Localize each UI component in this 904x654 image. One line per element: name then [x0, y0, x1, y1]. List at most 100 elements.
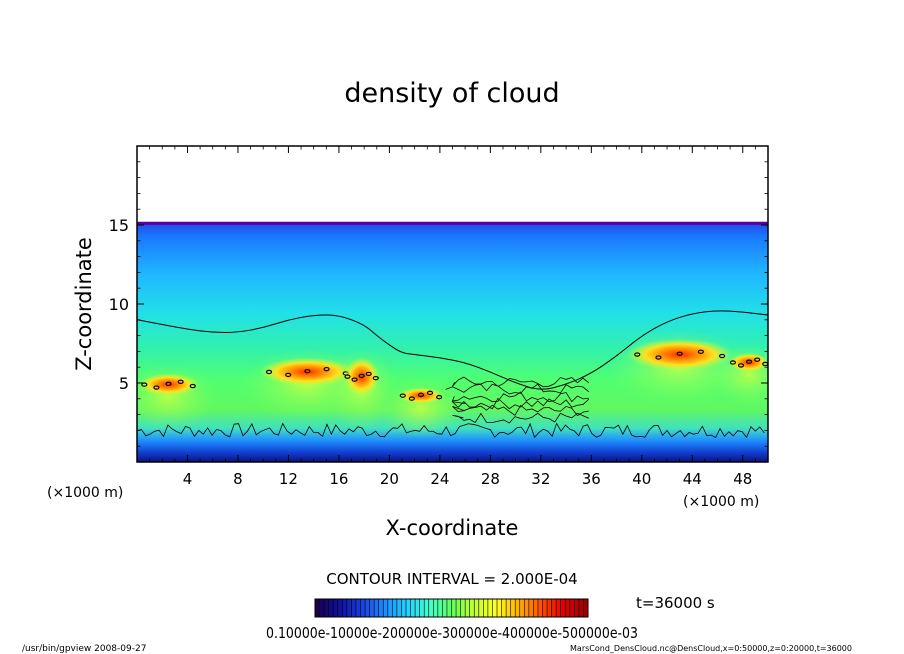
cell-contour-4-3 [697, 349, 704, 354]
colorbar-swatch-3 [328, 599, 334, 617]
cell-contour-4-0 [634, 352, 641, 357]
colorbar-swatch-46 [524, 599, 530, 617]
colorbar-swatch-10 [360, 599, 366, 617]
z-unit-label: (×1000 m) [47, 485, 123, 501]
colorbar-swatch-50 [542, 599, 548, 617]
cell-4 [626, 338, 733, 371]
colorbar-swatch-1 [319, 599, 325, 617]
cell-contour-3-4 [436, 394, 443, 400]
boundary-contours [137, 376, 765, 439]
colorbar-swatch-35 [474, 599, 480, 617]
colorbar-swatch-56 [569, 599, 575, 617]
cell-contour-1-2 [304, 368, 311, 374]
colorbar-swatch-16 [387, 599, 393, 617]
x-tick-label-5: 24 [430, 470, 449, 488]
cell-contour-3-3 [426, 390, 434, 396]
colorbar-swatch-41 [501, 599, 507, 617]
x-tick-label-4: 20 [380, 470, 399, 488]
cell-contour-0-3 [177, 379, 184, 385]
x-tick-label-7: 32 [531, 470, 550, 488]
colorbar-swatch-6 [342, 599, 348, 617]
colorbar-swatch-27 [437, 599, 443, 617]
colorbar-swatch-24 [424, 599, 430, 617]
chart-title: density of cloud [344, 78, 559, 109]
x-tick-label-6: 28 [481, 470, 500, 488]
cell-contour-0-0 [141, 382, 148, 387]
colorbar-swatch-44 [515, 599, 521, 617]
footer-left: /usr/bin/gpview 2008-09-27 [22, 644, 146, 654]
cloud-top-band [137, 221, 768, 225]
colorbar-swatch-9 [355, 599, 361, 617]
x-tick-label-0: 4 [183, 470, 193, 488]
colorbar-swatch-20 [406, 599, 412, 617]
colorbar-swatch-53 [556, 599, 562, 617]
colorbar-swatch-32 [460, 599, 466, 617]
colorbar-swatch-18 [396, 599, 402, 617]
colorbar-swatch-40 [497, 599, 503, 617]
x-axis-label: X-coordinate [386, 516, 519, 540]
colorbar-swatch-55 [565, 599, 571, 617]
colorbar-swatch-49 [537, 599, 543, 617]
y-axis-ticks: 5 10 15 [109, 161, 768, 447]
colorbar-swatch-43 [510, 599, 516, 617]
colorbar-swatch-30 [451, 599, 457, 617]
x-unit-label: (×1000 m) [683, 494, 759, 510]
colorbar-swatch-38 [487, 599, 493, 617]
y-axis-label: Z-coordinate [72, 237, 96, 371]
cell-contour-2-4 [372, 375, 379, 381]
colorbar-swatch-19 [401, 599, 407, 617]
cell-2 [343, 357, 380, 396]
colorbar-swatch-11 [365, 599, 371, 617]
x-tick-label-3: 16 [329, 470, 348, 488]
colorbar-frame [314, 598, 589, 618]
cell-contour-3-2 [417, 392, 425, 398]
cell-contour-0-2 [165, 381, 172, 387]
plot-area [137, 221, 768, 462]
cell-contour-2-3 [365, 371, 372, 377]
colorbar-swatch-29 [446, 599, 452, 617]
x-tick-label-11: 48 [733, 470, 752, 488]
colorbar-swatch-2 [324, 599, 330, 617]
x-tick-label-9: 40 [632, 470, 651, 488]
colorbar-swatch-57 [574, 599, 580, 617]
cell-contour-3-1 [408, 396, 415, 401]
colorbar-swatch-17 [392, 599, 398, 617]
colorbar-swatch-15 [383, 599, 389, 617]
contour-line [137, 310, 768, 390]
colorbar-swatch-59 [583, 599, 589, 617]
colorbar-swatch-34 [469, 599, 475, 617]
cell-1 [259, 357, 356, 387]
colorbar-swatch-33 [465, 599, 471, 617]
cell-contour-3-0 [399, 393, 406, 398]
x-axis-ticks: 4 8 12 16 20 24 28 32 36 40 44 48 [149, 146, 756, 488]
colorbar-swatch-13 [374, 599, 380, 617]
colorbar-swatch-48 [533, 599, 539, 617]
cell-0 [138, 373, 199, 396]
x-tick-label-10: 44 [683, 470, 702, 488]
colorbar-swatch-12 [369, 599, 375, 617]
colorbar-swatch-23 [419, 599, 425, 617]
colorbar-swatch-26 [433, 599, 439, 617]
colorbar-swatch-37 [483, 599, 489, 617]
colorbar-swatch-28 [442, 599, 448, 617]
colorbar-swatch-45 [519, 599, 525, 617]
colorbar-swatch-14 [378, 599, 384, 617]
cell-contour-4-2 [676, 351, 683, 356]
colorbar-swatch-39 [492, 599, 498, 617]
colorbar-swatch-4 [333, 599, 339, 617]
colorbar-swatch-42 [506, 599, 512, 617]
cell-contour-2-0 [344, 374, 351, 379]
colorbar-swatch-36 [478, 599, 484, 617]
cell-contour-5-3 [754, 357, 761, 362]
cell-contour-5-2 [745, 359, 753, 364]
cell-contour-4-4 [718, 353, 726, 359]
colorbar-swatch-51 [547, 599, 553, 617]
time-label: t=36000 s [636, 594, 715, 612]
colorbar-swatch-21 [410, 599, 416, 617]
y-tick-label-2: 15 [109, 216, 129, 235]
cell-contour-1-0 [265, 369, 273, 375]
colorbar-swatch-25 [428, 599, 434, 617]
colorbar-swatch-8 [351, 599, 357, 617]
cell-contour-5-1 [737, 363, 745, 368]
